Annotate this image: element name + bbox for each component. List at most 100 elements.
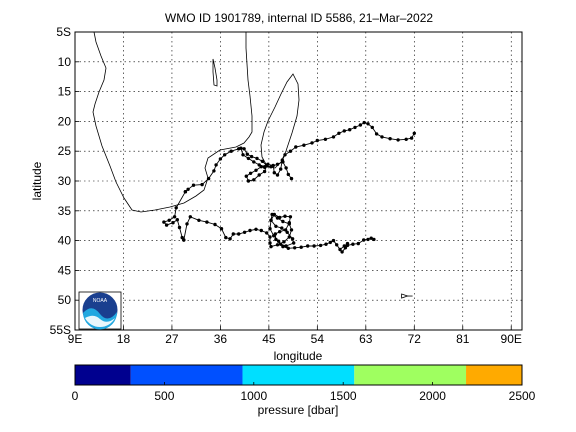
profile-point	[362, 238, 366, 242]
profile-point	[370, 125, 374, 130]
profile-point	[245, 152, 249, 156]
profile-point	[287, 221, 291, 225]
profile-point	[312, 244, 316, 248]
profile-point	[289, 176, 294, 181]
profile-point	[353, 125, 357, 130]
profile-point	[205, 220, 209, 224]
profile-point	[280, 226, 284, 230]
profile-point	[260, 159, 265, 163]
colorbar-frame	[74, 364, 523, 386]
profile-point	[294, 145, 298, 149]
x-tick-label: 45	[262, 332, 276, 346]
profile-point	[249, 154, 254, 159]
plot-area	[75, 32, 522, 330]
profile-point	[328, 240, 332, 245]
profile-point	[254, 227, 258, 231]
profile-point	[255, 156, 259, 161]
profile-point	[290, 237, 295, 241]
profile-point	[200, 182, 204, 187]
profile-point	[396, 138, 400, 142]
profile-point	[293, 246, 297, 250]
profile-point	[244, 174, 248, 178]
x-tick-label: 72	[408, 332, 422, 346]
profile-point	[412, 131, 416, 135]
profile-point	[218, 157, 223, 161]
profile-point	[268, 241, 272, 245]
profile-point	[229, 149, 233, 153]
profile-point	[185, 222, 189, 226]
profile-point	[315, 138, 319, 143]
colorbar-segment	[466, 365, 522, 385]
profile-point	[283, 214, 287, 218]
float-trajectory	[162, 120, 416, 254]
profile-point	[219, 227, 224, 231]
profile-point	[289, 228, 294, 232]
profile-point	[231, 232, 235, 236]
profile-point	[281, 244, 285, 249]
colorbar-segment	[354, 365, 467, 385]
colorbar-segment	[242, 365, 355, 385]
y-tick-label: 50	[58, 293, 72, 307]
profile-point	[269, 165, 273, 169]
profile-point	[310, 141, 314, 145]
profile-point	[343, 246, 348, 250]
profile-point	[180, 235, 184, 240]
y-tick-label: 30	[58, 174, 72, 188]
profile-point	[340, 250, 344, 254]
profile-point	[183, 190, 188, 194]
x-tick-label: 36	[214, 332, 228, 346]
profile-point	[282, 240, 286, 244]
profile-point	[164, 223, 169, 227]
profile-point	[366, 237, 370, 242]
profile-point	[269, 218, 273, 222]
y-tick-label: 40	[58, 234, 72, 248]
profile-point	[278, 230, 282, 234]
colorbar-ticks: 0 500 1000 1500 2000 2500	[72, 382, 536, 403]
profile-point	[286, 246, 290, 250]
colorbar-tick-label: 1000	[240, 389, 267, 403]
profile-point	[337, 131, 341, 135]
y-tick-label: 55S	[50, 323, 71, 337]
colorbar-tick-label: 2000	[419, 389, 446, 403]
y-tick-label: 45	[58, 263, 72, 277]
profile-point	[306, 244, 310, 248]
profile-point	[274, 237, 278, 242]
profile-point	[274, 224, 278, 228]
y-tick-label: 20	[58, 114, 72, 128]
colorbar-label: pressure [dbar]	[258, 403, 339, 417]
profile-point	[388, 137, 392, 141]
profile-point	[285, 230, 289, 234]
colorbar-segment	[130, 365, 243, 385]
profile-point	[288, 149, 293, 153]
profile-point	[288, 215, 293, 219]
profile-point	[275, 162, 280, 166]
profile-point	[283, 228, 288, 232]
profile-point	[275, 243, 280, 247]
profile-point	[380, 135, 384, 139]
profile-point	[212, 169, 216, 173]
colorbar-tick-label: 500	[154, 389, 174, 403]
profile-point	[351, 242, 355, 246]
profile-point	[224, 235, 228, 240]
y-axis-label: latitude	[30, 161, 44, 200]
colorbar-segment	[75, 365, 131, 385]
profile-point	[318, 243, 323, 248]
profile-point	[186, 187, 190, 191]
profile-point	[268, 227, 272, 231]
profile-point	[248, 228, 252, 233]
lake-malawi	[212, 58, 218, 87]
profile-point	[281, 160, 285, 164]
profile-point	[283, 153, 287, 157]
profile-point	[237, 232, 241, 236]
y-tick-label: 5S	[56, 25, 71, 39]
x-tick-label: 27	[165, 332, 179, 346]
profile-point	[356, 241, 360, 246]
profile-point	[175, 218, 179, 222]
profile-point	[188, 215, 192, 219]
profile-point	[177, 225, 182, 230]
profile-point	[254, 168, 258, 172]
profile-point	[323, 137, 328, 141]
profile-point	[265, 231, 269, 235]
profile-point	[374, 132, 379, 136]
